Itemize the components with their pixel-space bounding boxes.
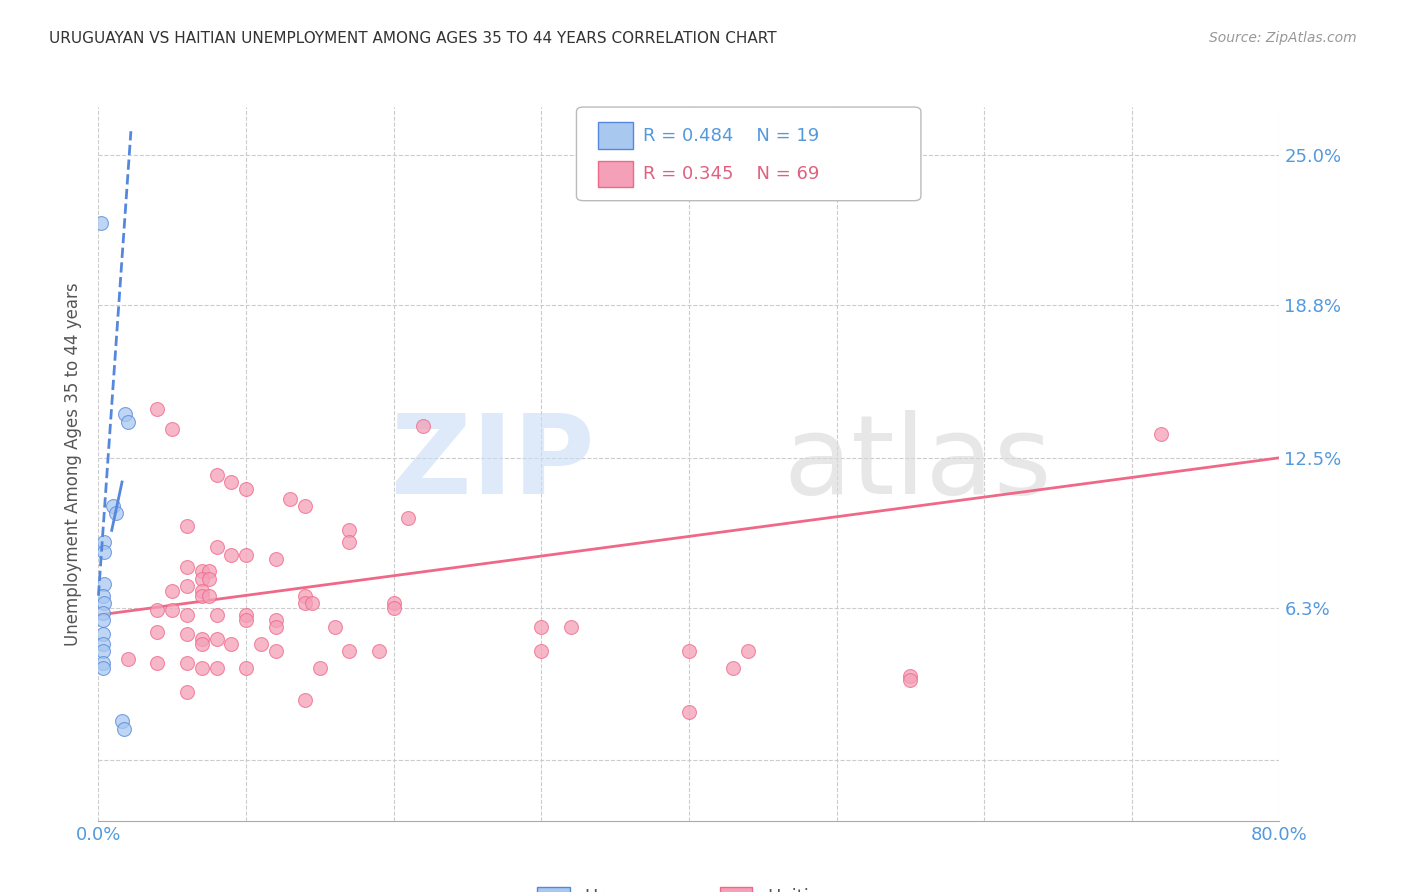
Point: [250, 637, 273, 651]
Point: [205, 541, 228, 555]
Point: [198, 565, 221, 579]
Point: [93, 545, 115, 559]
Point: [176, 627, 198, 641]
Point: [205, 632, 228, 647]
Point: [678, 644, 700, 658]
Text: R = 0.345    N = 69: R = 0.345 N = 69: [643, 165, 818, 183]
Point: [560, 620, 582, 634]
Point: [235, 482, 257, 496]
Point: [91, 627, 114, 641]
Point: [146, 624, 169, 639]
Point: [146, 402, 169, 417]
Point: [235, 613, 257, 627]
Point: [301, 596, 323, 610]
Point: [198, 589, 221, 603]
Point: [205, 607, 228, 622]
Point: [111, 714, 134, 729]
Point: [205, 661, 228, 675]
Point: [723, 661, 745, 675]
Point: [900, 673, 922, 688]
Point: [530, 620, 553, 634]
Point: [412, 419, 434, 434]
Point: [162, 422, 183, 436]
Text: atlas: atlas: [783, 410, 1052, 517]
Point: [294, 692, 316, 706]
Point: [191, 632, 214, 647]
Point: [1150, 426, 1173, 441]
Point: [294, 589, 316, 603]
Point: [93, 596, 115, 610]
Point: [162, 603, 183, 617]
Point: [323, 620, 346, 634]
Point: [278, 491, 302, 506]
Point: [678, 705, 700, 719]
Text: URUGUAYAN VS HAITIAN UNEMPLOYMENT AMONG AGES 35 TO 44 YEARS CORRELATION CHART: URUGUAYAN VS HAITIAN UNEMPLOYMENT AMONG …: [49, 31, 778, 46]
Point: [396, 511, 419, 525]
Point: [219, 475, 242, 489]
Point: [146, 657, 169, 671]
Point: [191, 661, 214, 675]
Point: [368, 644, 391, 658]
Point: [191, 637, 214, 651]
Point: [162, 583, 183, 598]
Point: [737, 644, 759, 658]
Point: [191, 589, 214, 603]
Point: [264, 552, 287, 566]
Point: [339, 644, 360, 658]
Point: [339, 535, 360, 549]
Point: [219, 637, 242, 651]
Point: [91, 637, 114, 651]
Point: [91, 644, 114, 658]
Point: [112, 722, 135, 736]
Point: [91, 589, 114, 603]
Point: [530, 644, 553, 658]
Point: [339, 524, 360, 538]
Point: [235, 548, 257, 562]
Point: [91, 661, 114, 675]
Point: [198, 572, 221, 586]
Point: [114, 407, 136, 421]
Point: [900, 668, 922, 682]
Y-axis label: Unemployment Among Ages 35 to 44 years: Unemployment Among Ages 35 to 44 years: [65, 282, 83, 646]
Point: [176, 685, 198, 699]
Point: [191, 583, 214, 598]
Point: [235, 661, 257, 675]
Point: [205, 467, 228, 482]
Legend: Uruguayans, Haitians: Uruguayans, Haitians: [530, 880, 848, 892]
Text: Source: ZipAtlas.com: Source: ZipAtlas.com: [1209, 31, 1357, 45]
Text: R = 0.484    N = 19: R = 0.484 N = 19: [643, 127, 818, 145]
Point: [103, 499, 125, 513]
Point: [382, 596, 405, 610]
Point: [264, 644, 287, 658]
Point: [146, 603, 169, 617]
Point: [91, 657, 114, 671]
Point: [176, 579, 198, 593]
Point: [176, 607, 198, 622]
Point: [309, 661, 332, 675]
Point: [91, 606, 114, 620]
Point: [105, 507, 128, 521]
Point: [294, 499, 316, 513]
Point: [235, 607, 257, 622]
Point: [90, 216, 112, 230]
Point: [191, 565, 214, 579]
Point: [93, 576, 115, 591]
Text: ZIP: ZIP: [391, 410, 595, 517]
Point: [382, 600, 405, 615]
Point: [264, 620, 287, 634]
Point: [264, 613, 287, 627]
Point: [91, 613, 114, 627]
Point: [176, 559, 198, 574]
Point: [294, 596, 316, 610]
Point: [219, 548, 242, 562]
Point: [117, 415, 139, 429]
Point: [93, 535, 115, 549]
Point: [176, 657, 198, 671]
Point: [117, 651, 139, 665]
Point: [191, 572, 214, 586]
Point: [176, 518, 198, 533]
